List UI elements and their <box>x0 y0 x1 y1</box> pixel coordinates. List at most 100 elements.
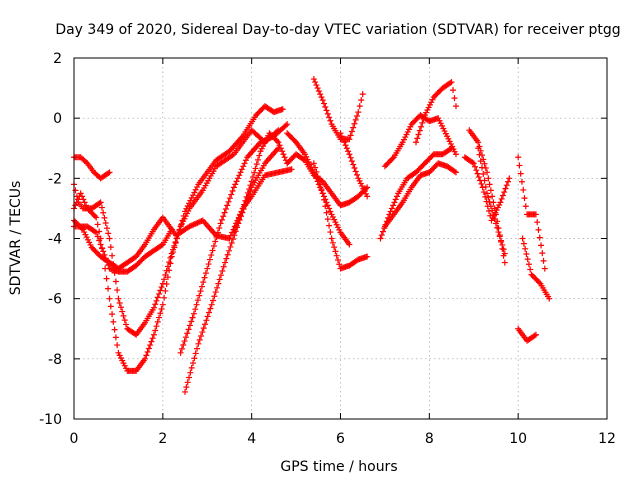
data-point <box>419 119 426 126</box>
data-point <box>475 174 482 181</box>
data-point <box>184 330 191 337</box>
data-point <box>506 175 513 182</box>
data-point <box>318 94 325 101</box>
data-point <box>72 187 79 194</box>
data-point <box>182 388 189 395</box>
data-point <box>217 220 224 227</box>
data-point <box>241 160 248 167</box>
data-point <box>489 207 496 214</box>
data-point <box>102 265 109 272</box>
data-point <box>539 250 546 257</box>
data-point <box>190 192 197 199</box>
data-point <box>229 152 236 159</box>
data-point <box>229 187 236 194</box>
data-point <box>482 193 489 200</box>
data-point <box>201 274 208 281</box>
data-point <box>480 171 487 178</box>
data-point <box>472 163 479 170</box>
series-17 <box>461 154 513 224</box>
data-point <box>162 287 169 294</box>
data-point <box>77 190 84 197</box>
x-tick-label: 12 <box>598 431 616 447</box>
data-point <box>158 284 165 291</box>
data-point <box>249 174 256 181</box>
data-point <box>501 259 508 266</box>
data-point <box>313 168 320 175</box>
data-point <box>497 199 504 206</box>
data-point <box>327 117 334 124</box>
data-point <box>329 239 336 246</box>
data-point <box>321 196 328 203</box>
data-point <box>541 265 548 272</box>
data-point <box>391 199 398 206</box>
data-point <box>230 184 237 191</box>
data-point <box>377 235 384 242</box>
data-point <box>182 334 189 341</box>
data-point <box>516 162 523 169</box>
grid <box>74 58 607 419</box>
data-point <box>341 139 348 146</box>
data-point <box>348 158 355 165</box>
data-point <box>414 135 421 142</box>
series-10 <box>310 76 366 143</box>
data-point <box>178 221 185 228</box>
data-point <box>226 235 233 242</box>
data-point <box>485 175 492 182</box>
data-point <box>534 219 541 226</box>
data-point <box>348 128 355 135</box>
data-point <box>498 195 505 202</box>
data-point <box>498 237 505 244</box>
data-point <box>226 247 233 254</box>
data-point <box>218 272 225 279</box>
data-point <box>350 161 357 168</box>
data-point <box>196 292 203 299</box>
data-point <box>153 297 160 304</box>
data-point <box>237 169 244 176</box>
data-point <box>318 186 325 193</box>
data-point <box>487 187 494 194</box>
data-point <box>323 209 330 216</box>
series-6 <box>182 145 282 395</box>
data-point <box>347 132 354 139</box>
data-point <box>187 369 194 376</box>
data-point <box>223 255 230 262</box>
data-point <box>240 163 247 170</box>
data-point <box>535 226 542 233</box>
data-point <box>142 355 149 362</box>
data-point <box>481 177 488 184</box>
data-point <box>166 267 173 274</box>
data-point <box>243 193 250 200</box>
data-point <box>244 189 251 196</box>
data-point <box>282 122 289 129</box>
data-point <box>521 195 528 202</box>
data-point <box>522 203 529 210</box>
data-point <box>210 297 217 304</box>
data-point <box>519 235 526 242</box>
series-14 <box>381 160 459 230</box>
data-point <box>392 196 399 203</box>
data-point <box>78 193 85 200</box>
data-point <box>503 182 510 189</box>
data-point <box>198 218 205 225</box>
data-point <box>232 181 239 188</box>
data-point <box>227 243 234 250</box>
x-tick-label: 4 <box>247 431 256 447</box>
data-point <box>532 331 539 338</box>
data-point <box>204 313 211 320</box>
data-point <box>101 251 108 258</box>
data-point <box>343 145 350 152</box>
data-point <box>480 189 487 196</box>
data-point <box>170 249 177 256</box>
data-point <box>96 200 103 207</box>
data-point <box>232 226 239 233</box>
data-point <box>192 186 199 193</box>
data-point <box>416 127 423 134</box>
y-tick-label: -8 <box>48 352 62 368</box>
data-point <box>219 267 226 274</box>
data-point <box>476 151 483 158</box>
data-point <box>532 211 539 218</box>
data-point <box>312 79 319 86</box>
data-point <box>114 342 121 349</box>
data-point <box>112 278 119 285</box>
data-point <box>206 256 213 263</box>
